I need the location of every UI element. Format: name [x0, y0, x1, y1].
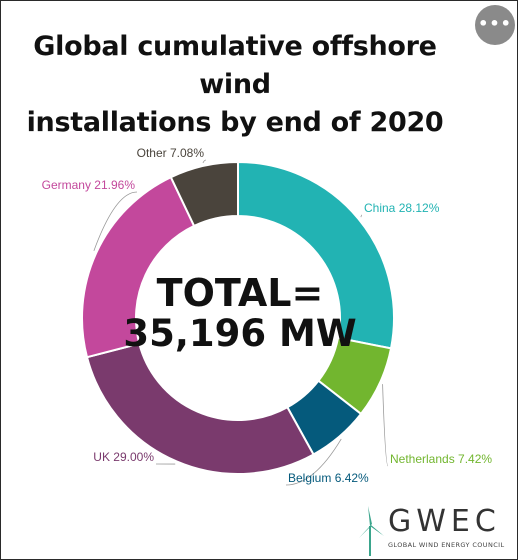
leader-line: [360, 214, 363, 218]
center-total-value: 35,196 MW: [123, 312, 356, 355]
slice-label-other: Other 7.08%: [137, 146, 205, 160]
slice-china: [237, 160, 395, 350]
leader-line: [93, 191, 138, 251]
leader-line: [382, 384, 389, 467]
slice-labels: China 28.12% Netherlands 7.42% Belgium 6.4…: [42, 146, 493, 485]
center-total-label: TOTAL=: [157, 271, 324, 315]
slice-label-germany: Germany 21.96%: [42, 178, 136, 192]
slice-other: [169, 160, 239, 228]
donut-slices: [81, 160, 395, 475]
logo-wordmark: GWEC: [388, 504, 501, 539]
slice-label-uk: UK 29.00%: [93, 450, 154, 464]
slice-label-belgium: Belgium 6.42%: [288, 471, 369, 485]
label-leader-lines: [93, 159, 389, 486]
chart-title: Global cumulative offshore wind installa…: [0, 28, 470, 142]
more-options-button[interactable]: •••: [475, 5, 515, 45]
logo-subtitle: GLOBAL WIND ENERGY COUNCIL: [388, 541, 505, 549]
slice-label-netherlands: Netherlands 7.42%: [390, 452, 492, 466]
slice-label-china: China 28.12%: [364, 201, 440, 215]
slice-uk: [85, 342, 315, 475]
leader-line: [285, 438, 342, 486]
leader-line: [202, 159, 207, 164]
chart-title-line-2: installations by end of 2020: [26, 107, 444, 138]
gwec-logo: GWEC GLOBAL WIND ENERGY COUNCIL: [358, 504, 508, 556]
chart-title-line-1: Global cumulative offshore wind: [33, 31, 437, 100]
wind-turbine-icon: [359, 506, 384, 556]
